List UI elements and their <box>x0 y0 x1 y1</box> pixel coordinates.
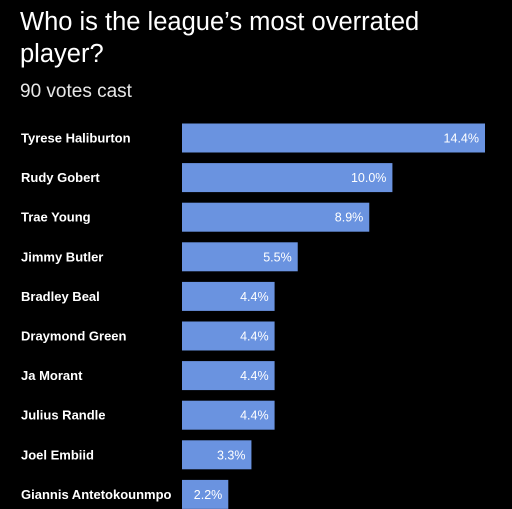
category-label-julius-randle: Julius Randle <box>21 408 106 423</box>
category-label-bradley-beal: Bradley Beal <box>21 289 100 304</box>
value-label-bradley-beal: 4.4% <box>240 290 269 304</box>
value-label-jimmy-butler: 5.5% <box>263 250 292 264</box>
bar-joel-embiid <box>182 440 252 470</box>
bar-tyrese-haliburton <box>182 123 485 153</box>
value-label-tyrese-haliburton: 14.4% <box>444 132 479 146</box>
value-label-julius-randle: 4.4% <box>240 409 269 423</box>
category-label-ja-morant: Ja Morant <box>21 368 83 383</box>
value-label-joel-embiid: 3.3% <box>217 448 246 462</box>
category-label-tyrese-haliburton: Tyrese Haliburton <box>21 131 131 146</box>
value-label-draymond-green: 4.4% <box>240 330 269 344</box>
bar-draymond-green <box>182 321 275 351</box>
value-label-rudy-gobert: 10.0% <box>351 171 386 185</box>
category-label-draymond-green: Draymond Green <box>21 329 127 344</box>
bar-trae-young <box>182 202 370 232</box>
category-label-joel-embiid: Joel Embiid <box>21 447 94 462</box>
category-label-trae-young: Trae Young <box>21 210 91 225</box>
chart-title: Who is the league’s most overrated playe… <box>20 8 420 68</box>
bar-julius-randle <box>182 400 275 430</box>
value-label-giannis-antetokounmpo: 2.2% <box>194 488 223 502</box>
bar-ja-morant <box>182 361 275 391</box>
category-label-giannis-antetokounmpo: Giannis Antetokounmpo <box>21 487 172 502</box>
chart-subtitle: 90 votes cast <box>20 81 132 102</box>
bar-rudy-gobert <box>182 163 393 193</box>
bar-bradley-beal <box>182 281 275 311</box>
value-label-trae-young: 8.9% <box>335 211 364 225</box>
bar-giannis-antetokounmpo <box>182 479 229 509</box>
category-label-jimmy-butler: Jimmy Butler <box>21 249 103 264</box>
bar-jimmy-butler <box>182 242 298 272</box>
category-label-rudy-gobert: Rudy Gobert <box>21 170 100 185</box>
value-label-ja-morant: 4.4% <box>240 369 269 383</box>
